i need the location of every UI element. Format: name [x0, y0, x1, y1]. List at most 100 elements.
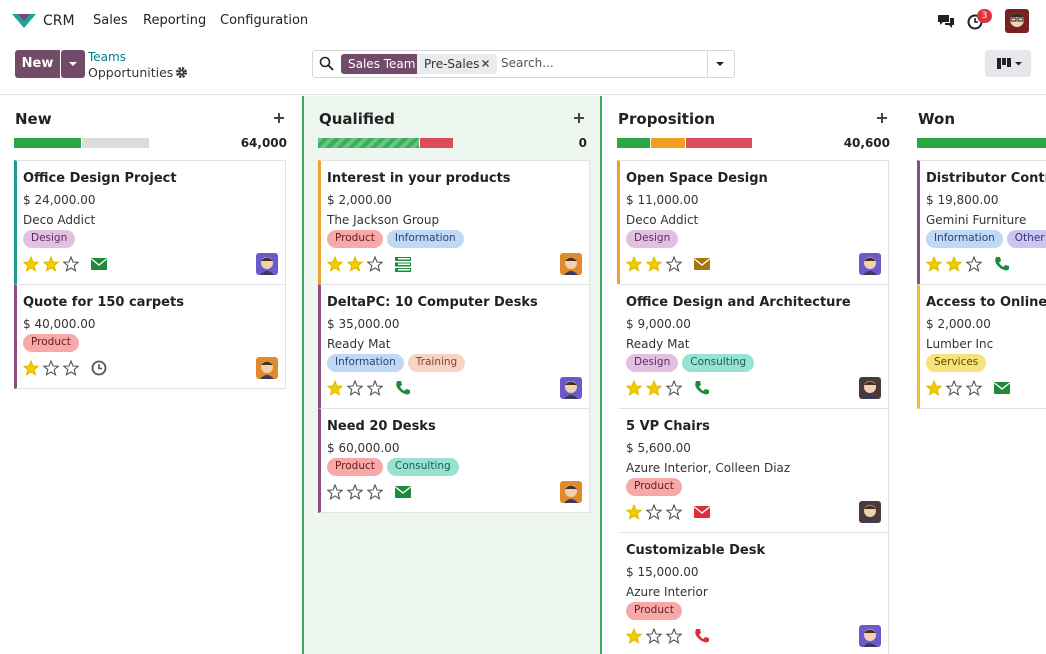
tag: Product — [626, 478, 682, 496]
card-footer — [926, 376, 1046, 400]
kanban-card[interactable]: Need 20 Desks $ 60,000.00 Product Consultin… — [318, 408, 590, 513]
assignee-avatar[interactable] — [256, 253, 278, 275]
view-switcher[interactable] — [985, 50, 1031, 77]
priority-star[interactable] — [63, 256, 79, 272]
priority-star[interactable] — [367, 256, 383, 272]
card-footer — [23, 252, 277, 276]
activity-email[interactable] — [993, 379, 1011, 397]
card-title: Office Design Project — [23, 171, 177, 186]
priority-star[interactable] — [626, 256, 642, 272]
priority-star[interactable] — [43, 360, 59, 376]
priority-star[interactable] — [646, 504, 662, 520]
activity-phone[interactable] — [993, 255, 1011, 273]
facet-remove[interactable] — [481, 59, 490, 68]
priority-star[interactable] — [966, 380, 982, 396]
progress-segment[interactable] — [685, 138, 752, 148]
add-card-button[interactable] — [573, 112, 585, 124]
search-options[interactable] — [713, 57, 727, 71]
user-avatar[interactable] — [1005, 9, 1029, 33]
kanban-card[interactable]: Office Design Project $ 24,000.00 Deco Add… — [14, 160, 286, 285]
priority-star[interactable] — [63, 360, 79, 376]
priority-star[interactable] — [946, 256, 962, 272]
kanban-card[interactable]: Distributor Contra $ 19,800.00 Gemini Furn… — [917, 160, 1046, 285]
gear-icon[interactable] — [175, 66, 188, 79]
activity-clock[interactable] — [90, 359, 108, 377]
chat-icon[interactable] — [937, 13, 955, 29]
kanban-card[interactable]: 5 VP Chairs $ 5,600.00 Azure Interior, Col… — [617, 408, 889, 533]
priority-star[interactable] — [646, 380, 662, 396]
activity-email[interactable] — [394, 483, 412, 501]
priority-star[interactable] — [626, 628, 642, 644]
priority-star[interactable] — [926, 380, 942, 396]
kanban-column: New 64,000 Office Design Project $ 24,000.0… — [0, 96, 300, 654]
priority-star[interactable] — [327, 484, 343, 500]
kanban-card[interactable]: Open Space Design $ 11,000.00 Deco Addict D… — [617, 160, 889, 285]
priority-star[interactable] — [23, 360, 39, 376]
activity-email[interactable] — [90, 255, 108, 273]
progress-segment[interactable] — [617, 138, 651, 148]
priority-star[interactable] — [926, 256, 942, 272]
tag: Services — [926, 354, 987, 372]
activity-email[interactable] — [693, 503, 711, 521]
progress-segment[interactable] — [917, 138, 1046, 148]
priority-star[interactable] — [626, 504, 642, 520]
progress-segment[interactable] — [651, 138, 685, 148]
priority-star[interactable] — [946, 380, 962, 396]
menu-item[interactable]: Sales — [93, 13, 128, 28]
search-box[interactable] — [312, 50, 735, 78]
progress-segment[interactable] — [419, 138, 453, 148]
priority-star[interactable] — [367, 380, 383, 396]
priority-star[interactable] — [646, 256, 662, 272]
activity-email[interactable] — [693, 255, 711, 273]
priority-star[interactable] — [43, 256, 59, 272]
priority-star[interactable] — [966, 256, 982, 272]
activity-list[interactable] — [394, 255, 412, 273]
priority-star[interactable] — [367, 484, 383, 500]
priority-star[interactable] — [347, 380, 363, 396]
kanban-card[interactable]: Office Design and Architecture $ 9,000.00… — [617, 284, 889, 409]
assignee-avatar[interactable] — [859, 377, 881, 399]
add-card-button[interactable] — [876, 112, 888, 124]
kanban-card[interactable]: Access to Online C $ 2,000.00 Lumber Inc Se… — [917, 284, 1046, 409]
priority-star[interactable] — [347, 484, 363, 500]
kanban-card[interactable]: Quote for 150 carpets $ 40,000.00 Product — [14, 284, 286, 389]
priority-star[interactable] — [347, 256, 363, 272]
activity-phone[interactable] — [693, 627, 711, 645]
priority-star[interactable] — [666, 256, 682, 272]
assignee-avatar[interactable] — [560, 253, 582, 275]
progress-segment[interactable] — [14, 138, 81, 148]
tag: Consulting — [386, 458, 459, 476]
assignee-avatar[interactable] — [859, 253, 881, 275]
navbar: CRM Sales Reporting Configuration 3 — [0, 0, 1046, 42]
new-dropdown[interactable] — [61, 50, 85, 78]
add-card-button[interactable] — [273, 112, 285, 124]
priority-star[interactable] — [666, 380, 682, 396]
priority-star[interactable] — [23, 256, 39, 272]
assignee-avatar[interactable] — [256, 357, 278, 379]
priority-star[interactable] — [666, 504, 682, 520]
progress-segment[interactable] — [82, 138, 149, 148]
search-input[interactable]: Search... — [501, 56, 554, 70]
card-title: DeltaPC: 10 Computer Desks — [327, 295, 538, 310]
priority-star[interactable] — [646, 628, 662, 644]
progress-segment[interactable] — [318, 138, 419, 148]
kanban-card[interactable]: Interest in your products $ 2,000.00 The J… — [318, 160, 590, 285]
kanban-card[interactable]: Customizable Desk $ 15,000.00 Azure Interi… — [617, 532, 889, 654]
menu-item[interactable]: Reporting — [143, 13, 207, 28]
priority-star[interactable] — [626, 380, 642, 396]
priority-star[interactable] — [327, 380, 343, 396]
priority-star[interactable] — [327, 256, 343, 272]
kanban-card[interactable]: DeltaPC: 10 Computer Desks $ 35,000.00 Rea… — [318, 284, 590, 409]
activity-phone[interactable] — [693, 379, 711, 397]
activity-phone[interactable] — [394, 379, 412, 397]
tag-list: Information Training — [327, 354, 581, 372]
priority-star[interactable] — [666, 628, 682, 644]
menu-item[interactable]: Configuration — [220, 13, 309, 28]
assignee-avatar[interactable] — [859, 625, 881, 647]
assignee-avatar[interactable] — [560, 481, 582, 503]
breadcrumb-link[interactable]: Teams — [88, 50, 126, 64]
app-name[interactable]: CRM — [43, 13, 75, 29]
assignee-avatar[interactable] — [859, 501, 881, 523]
new-button[interactable]: New — [15, 50, 60, 78]
assignee-avatar[interactable] — [560, 377, 582, 399]
